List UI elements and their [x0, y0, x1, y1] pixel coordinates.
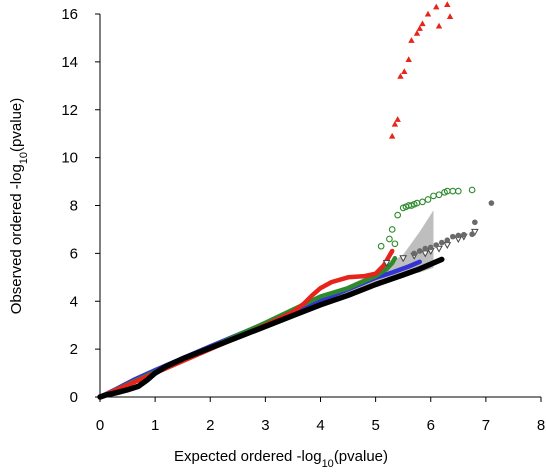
- y-tick-label: 0: [70, 389, 78, 406]
- x-tick-label: 4: [316, 417, 324, 434]
- data-point: [449, 187, 457, 195]
- data-point: [399, 255, 408, 263]
- confidence-band-layer: [100, 210, 434, 397]
- x-tick-label: 1: [151, 417, 159, 434]
- data-point: [435, 22, 443, 29]
- series-layer: [97, 1, 495, 400]
- data-point: [413, 29, 421, 36]
- series-7: [97, 256, 445, 400]
- data-point: [391, 240, 399, 248]
- x-tick-label: 0: [96, 417, 104, 434]
- data-point: [461, 231, 467, 238]
- data-point: [454, 187, 462, 195]
- data-point: [397, 73, 404, 79]
- data-point: [416, 25, 423, 31]
- data-point: [388, 132, 396, 139]
- data-point: [377, 242, 385, 250]
- data-point: [435, 245, 443, 253]
- series-2: [411, 200, 495, 257]
- x-tick-label: 3: [261, 417, 269, 434]
- data-point: [424, 10, 432, 17]
- data-point: [427, 244, 434, 251]
- data-point: [455, 232, 462, 239]
- data-point: [444, 237, 451, 244]
- data-point: [488, 200, 495, 206]
- data-point: [405, 56, 412, 63]
- y-tick-label: 10: [61, 150, 78, 167]
- x-tick-label: 5: [371, 417, 379, 434]
- x-tick-label: 6: [427, 417, 435, 434]
- data-point: [430, 192, 437, 200]
- data-point: [408, 37, 415, 43]
- data-point: [422, 245, 429, 252]
- data-point: [411, 250, 418, 257]
- data-point: [401, 68, 408, 75]
- y-tick-label: 2: [70, 341, 78, 358]
- data-point: [433, 3, 440, 10]
- confidence-band: [100, 210, 434, 397]
- series-line: [97, 256, 445, 400]
- y-tick-label: 8: [70, 198, 78, 215]
- y-tick-label: 14: [61, 54, 78, 71]
- data-point: [433, 242, 440, 248]
- series-1: [377, 186, 476, 250]
- y-tick-label: 12: [61, 102, 78, 119]
- data-point: [450, 233, 456, 240]
- series-0: [388, 1, 454, 139]
- data-point: [394, 211, 402, 219]
- data-point: [435, 191, 443, 199]
- data-point: [438, 239, 445, 246]
- data-point: [468, 186, 476, 194]
- data-point: [469, 231, 475, 238]
- data-point: [424, 196, 432, 203]
- x-tick-label: 2: [206, 417, 214, 434]
- y-tick-label: 6: [70, 245, 78, 262]
- x-tick-label: 7: [482, 417, 490, 434]
- data-point: [472, 219, 478, 226]
- data-point: [419, 20, 426, 27]
- data-point: [382, 260, 391, 267]
- data-point: [416, 248, 423, 254]
- data-point: [444, 1, 451, 7]
- data-point: [394, 116, 401, 122]
- data-point: [443, 242, 452, 250]
- y-tick-label: 4: [70, 293, 78, 310]
- x-tick-label: 8: [537, 417, 545, 434]
- data-point: [391, 120, 399, 127]
- y-tick-label: 16: [61, 6, 78, 23]
- data-point: [386, 235, 393, 243]
- y-axis-title: Observed ordered -log10(pvalue): [8, 98, 30, 315]
- data-point: [388, 226, 396, 233]
- x-axis-title: Expected ordered -log10(pvalue): [174, 448, 388, 468]
- data-point: [419, 198, 426, 206]
- data-point: [446, 13, 454, 19]
